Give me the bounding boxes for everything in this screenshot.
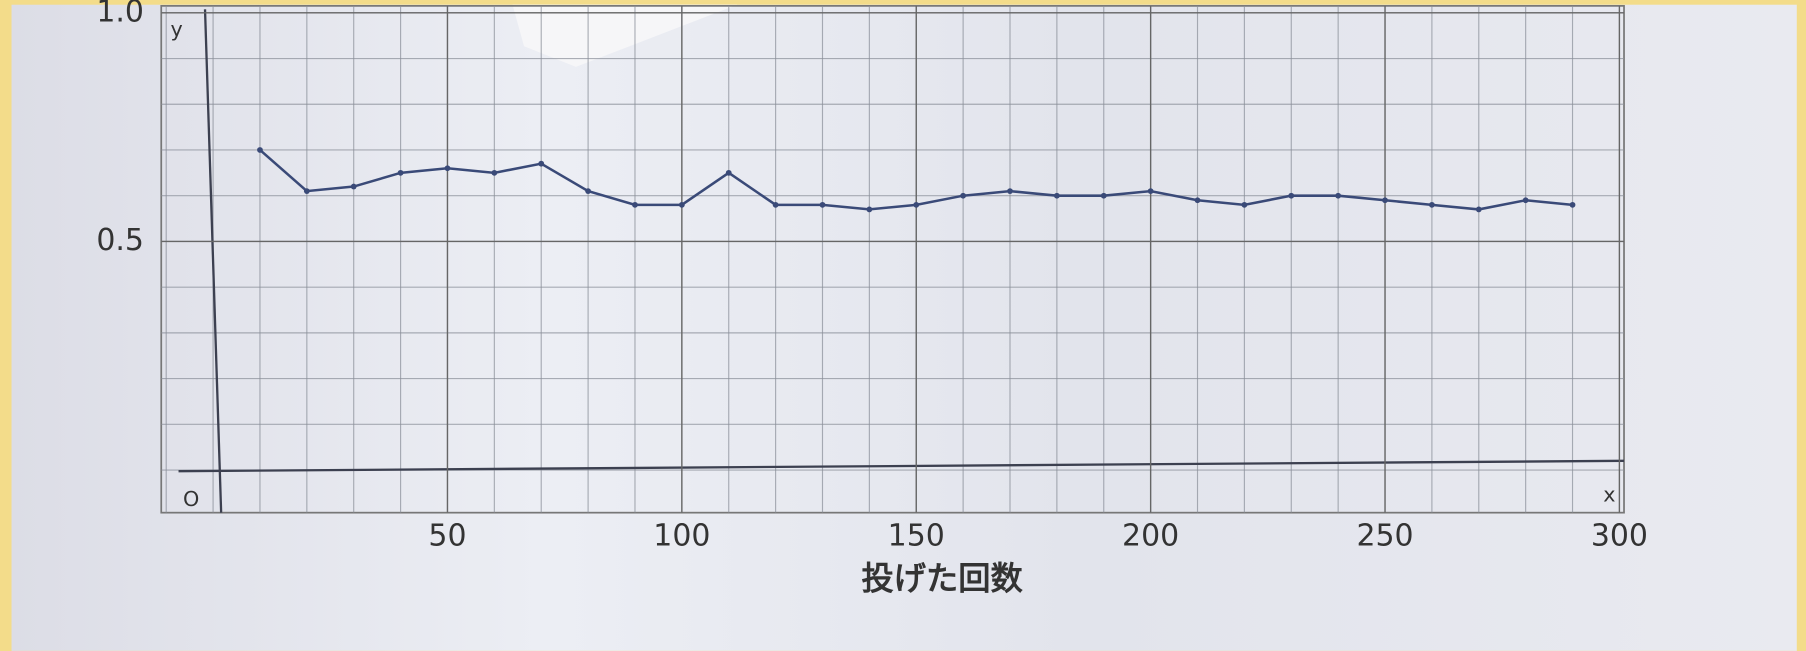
data-point xyxy=(538,161,544,167)
data-point xyxy=(726,170,732,176)
data-point xyxy=(445,165,451,171)
data-point xyxy=(960,193,966,199)
origin-label: O xyxy=(183,487,199,511)
y-tick-label: 0.5 xyxy=(96,223,144,258)
data-point xyxy=(679,202,685,208)
data-point xyxy=(257,147,263,153)
data-point xyxy=(398,170,404,176)
data-point xyxy=(632,202,638,208)
data-point xyxy=(1148,188,1154,194)
y-axis-name: y xyxy=(170,17,182,41)
data-point xyxy=(304,188,310,194)
data-point xyxy=(1382,197,1388,203)
x-tick-label: 150 xyxy=(888,518,945,553)
data-point xyxy=(1523,197,1529,203)
data-point xyxy=(1195,197,1201,203)
data-point xyxy=(820,202,826,208)
x-tick-label: 50 xyxy=(428,518,466,553)
data-point xyxy=(351,184,357,190)
data-point xyxy=(585,188,591,194)
data-point xyxy=(913,202,919,208)
data-point xyxy=(1101,193,1107,199)
x-axis-label: 投げた回数 xyxy=(862,560,1024,598)
x-tick-label: 300 xyxy=(1591,518,1648,553)
chart: y x O 投げた回数 0.5 1.0 50 100 150 200 250 300 xyxy=(0,0,1806,651)
data-point xyxy=(866,207,872,213)
x-tick-label: 100 xyxy=(653,518,710,553)
x-axis-name: x xyxy=(1603,482,1615,506)
paper xyxy=(12,5,1797,651)
data-point xyxy=(1335,193,1341,199)
data-point xyxy=(1054,193,1060,199)
data-point xyxy=(491,170,497,176)
data-point xyxy=(1476,207,1482,213)
x-tick-label: 200 xyxy=(1122,518,1179,553)
page: {"chart_data": {"type": "line", "x_label… xyxy=(0,0,1806,651)
x-tick-label: 250 xyxy=(1356,518,1413,553)
y-tick-label: 1.0 xyxy=(96,0,144,29)
data-point xyxy=(1288,193,1294,199)
data-point xyxy=(1429,202,1435,208)
data-point xyxy=(1007,188,1013,194)
data-point xyxy=(1242,202,1248,208)
data-point xyxy=(1570,202,1576,208)
data-point xyxy=(773,202,779,208)
